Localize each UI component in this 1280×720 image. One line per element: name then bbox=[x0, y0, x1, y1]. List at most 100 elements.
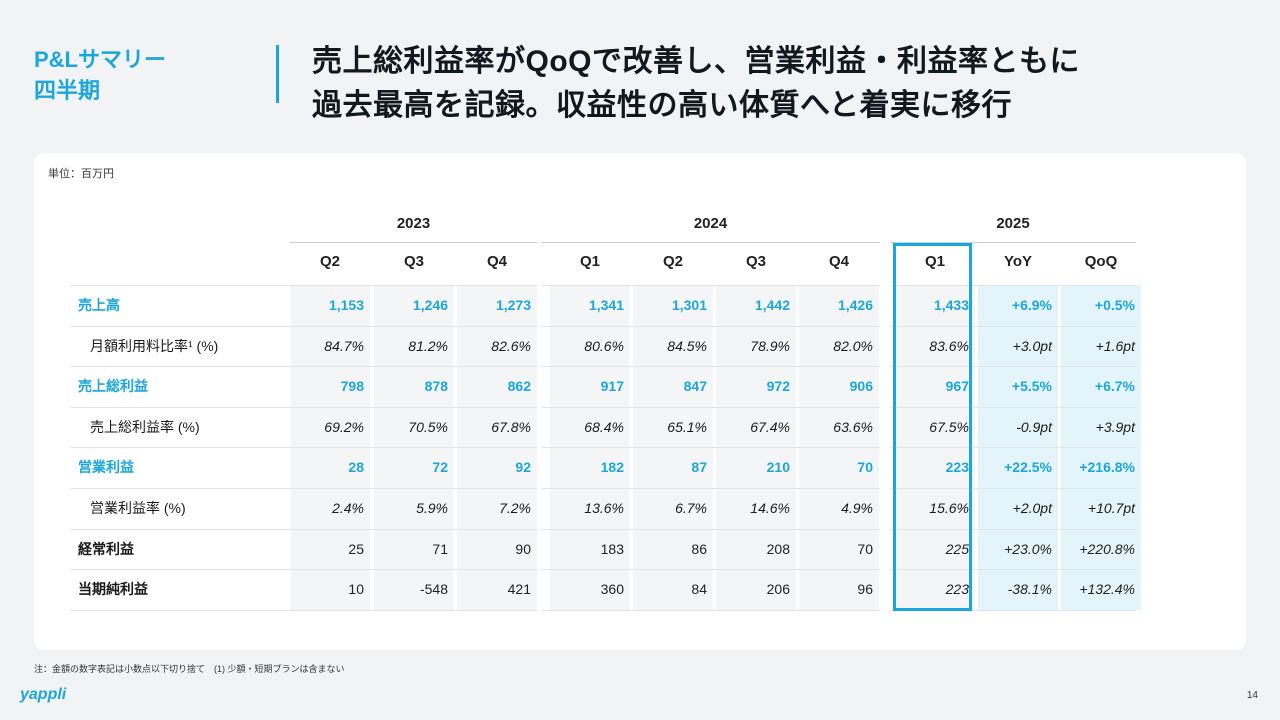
row-divider bbox=[890, 366, 1136, 368]
table-cell: -0.9pt bbox=[1016, 418, 1052, 435]
table-cell: +2.0pt bbox=[1012, 500, 1052, 516]
table-cell: 1,442 bbox=[754, 297, 790, 313]
row-divider bbox=[541, 488, 880, 489]
table-cell: 208 bbox=[766, 540, 790, 557]
table-cell: -38.1% bbox=[1007, 581, 1052, 598]
page-headline: 売上総利益率がQoQで改善し、営業利益・利益率ともに 過去最高を記録。収益性の高… bbox=[312, 40, 1080, 128]
table-cell: 878 bbox=[424, 378, 448, 395]
table-cell: +0.5% bbox=[1094, 297, 1135, 313]
row-label: 売上総利益率 (%) bbox=[90, 418, 200, 435]
row-divider bbox=[541, 366, 880, 368]
year-header-rule bbox=[890, 242, 1136, 243]
page-number: 14 bbox=[1246, 690, 1258, 701]
table-cell: 78.9% bbox=[750, 337, 790, 354]
row-divider bbox=[890, 569, 1136, 571]
footnote: 注：金額の数字表記は小数点以下切り捨て (1) 少額・短期プランは含まない bbox=[34, 664, 345, 674]
table-cell: 82.6% bbox=[491, 337, 531, 354]
row-label: 月額利用料比率¹ (%) bbox=[90, 337, 219, 354]
table-cell: 14.6% bbox=[750, 500, 790, 516]
table-cell: 1,426 bbox=[837, 297, 873, 313]
row-divider bbox=[890, 609, 1136, 611]
table-cell: 1,301 bbox=[671, 297, 707, 313]
row-divider bbox=[70, 447, 537, 449]
table-cell: +1.6pt bbox=[1095, 337, 1135, 354]
row-divider bbox=[890, 406, 1136, 408]
table-cell: 67.4% bbox=[750, 418, 790, 435]
table-cell: 360 bbox=[600, 581, 624, 598]
table-cell: 69.2% bbox=[324, 418, 364, 435]
table-cell: 28 bbox=[348, 459, 364, 476]
row-divider bbox=[541, 609, 880, 611]
table-cell: +22.5% bbox=[1004, 459, 1052, 476]
table-cell: 82.0% bbox=[833, 337, 873, 354]
table-cell: 70 bbox=[857, 459, 873, 476]
year-header: 2025 bbox=[996, 215, 1030, 232]
unit-label: 単位：百万円 bbox=[48, 168, 114, 180]
table-cell: +6.9% bbox=[1011, 297, 1052, 313]
table-cell: 65.1% bbox=[667, 418, 707, 435]
table-cell: 15.6% bbox=[929, 500, 969, 516]
table-cell: 72 bbox=[432, 459, 448, 476]
table-cell: +10.7pt bbox=[1087, 500, 1135, 516]
pl-summary-card: 単位：百万円 2023 2024 2025 Q2 Q3 Q4 Q1 Q2 Q3 Q4 Q1 YoY Qo… bbox=[34, 153, 1246, 650]
headline-line-2: 過去最高を記録。収益性の高い体質へと着実に移行 bbox=[312, 89, 1012, 122]
section-label: P&Lサマリー 四半期 bbox=[34, 44, 166, 106]
table-cell: 210 bbox=[766, 459, 790, 476]
table-cell: +6.7% bbox=[1094, 378, 1135, 395]
table-cell: +3.9pt bbox=[1095, 418, 1135, 435]
row-divider bbox=[541, 528, 880, 530]
row-divider bbox=[890, 528, 1136, 530]
table-cell: 223 bbox=[945, 581, 969, 598]
row-divider bbox=[70, 285, 537, 286]
table-cell: 71 bbox=[432, 540, 448, 557]
column-header: YoY bbox=[1003, 253, 1033, 270]
table-cell: 83.6% bbox=[929, 337, 969, 354]
table-cell: 7.2% bbox=[499, 500, 531, 516]
table-cell: 847 bbox=[683, 378, 707, 395]
row-label: 営業利益率 (%) bbox=[90, 500, 186, 516]
table-cell: 80.6% bbox=[584, 337, 624, 354]
table-cell: 10 bbox=[348, 581, 364, 598]
column-header: Q2 bbox=[319, 253, 340, 270]
year-header-rule bbox=[290, 242, 537, 243]
row-divider bbox=[70, 609, 537, 611]
table-cell: 182 bbox=[600, 459, 624, 476]
column-header: Q1 bbox=[579, 253, 600, 270]
table-cell: 4.9% bbox=[841, 500, 873, 516]
row-divider bbox=[890, 447, 1136, 449]
table-cell: 862 bbox=[507, 378, 531, 395]
section-title: P&Lサマリー bbox=[34, 47, 167, 72]
table-cell: 798 bbox=[340, 378, 364, 395]
table-cell: 223 bbox=[945, 459, 969, 476]
table-cell: 6.7% bbox=[675, 500, 707, 516]
row-divider bbox=[541, 285, 880, 286]
year-header-rule bbox=[541, 242, 880, 243]
table-cell: 68.4% bbox=[584, 418, 624, 435]
table-cell: 1,341 bbox=[588, 297, 624, 313]
table-cell: 67.8% bbox=[491, 418, 531, 435]
row-divider bbox=[70, 366, 537, 368]
table-cell: 917 bbox=[600, 378, 624, 395]
table-cell: 1,433 bbox=[933, 297, 969, 313]
row-divider bbox=[541, 325, 880, 327]
table-cell: 67.5% bbox=[929, 418, 969, 435]
table-cell: 86 bbox=[691, 540, 707, 557]
table-cell: 183 bbox=[600, 540, 624, 557]
table-cell: 92 bbox=[515, 459, 531, 476]
table-cell: 96 bbox=[857, 581, 873, 598]
table-cell: 87 bbox=[691, 459, 707, 476]
table-cell: 906 bbox=[849, 378, 873, 395]
row-divider bbox=[541, 447, 880, 449]
column-header: Q3 bbox=[745, 253, 766, 270]
row-divider bbox=[541, 569, 880, 571]
row-divider bbox=[70, 406, 537, 408]
table-cell: 1,246 bbox=[412, 297, 448, 313]
table-cell: -548 bbox=[419, 581, 448, 598]
table-cell: +3.0pt bbox=[1012, 337, 1052, 354]
yappli-logo: yappli bbox=[20, 686, 67, 703]
column-header: Q4 bbox=[486, 253, 507, 270]
row-divider bbox=[890, 325, 1136, 327]
title-divider bbox=[276, 45, 279, 103]
row-divider bbox=[70, 488, 537, 489]
column-header: Q2 bbox=[662, 253, 683, 270]
